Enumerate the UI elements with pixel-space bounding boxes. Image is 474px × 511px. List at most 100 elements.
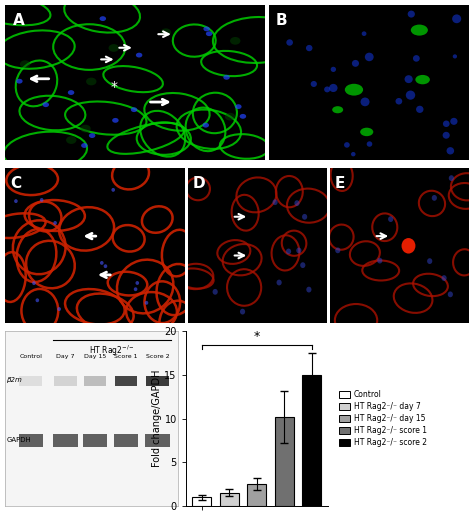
Bar bbox=[247, 484, 266, 506]
Y-axis label: Fold change/GAPDH: Fold change/GAPDH bbox=[152, 370, 162, 468]
Ellipse shape bbox=[286, 248, 291, 254]
Ellipse shape bbox=[300, 262, 305, 268]
Ellipse shape bbox=[416, 106, 423, 113]
Ellipse shape bbox=[100, 261, 104, 265]
Ellipse shape bbox=[100, 16, 106, 21]
Ellipse shape bbox=[352, 60, 359, 67]
Ellipse shape bbox=[161, 29, 171, 36]
Text: HT Rag2$^{-/-}$: HT Rag2$^{-/-}$ bbox=[90, 343, 135, 358]
Bar bbox=[219, 493, 239, 506]
Ellipse shape bbox=[40, 198, 44, 202]
Ellipse shape bbox=[53, 221, 57, 225]
Ellipse shape bbox=[36, 298, 39, 302]
Ellipse shape bbox=[306, 287, 311, 292]
Ellipse shape bbox=[331, 67, 336, 72]
Ellipse shape bbox=[273, 199, 278, 205]
Ellipse shape bbox=[212, 289, 218, 295]
Ellipse shape bbox=[86, 78, 97, 85]
Ellipse shape bbox=[388, 216, 393, 222]
Text: Day 15: Day 15 bbox=[84, 354, 106, 359]
Ellipse shape bbox=[109, 44, 119, 52]
Ellipse shape bbox=[43, 102, 49, 107]
FancyBboxPatch shape bbox=[146, 376, 169, 386]
Ellipse shape bbox=[81, 143, 88, 148]
Text: β2m: β2m bbox=[7, 377, 22, 383]
Ellipse shape bbox=[413, 55, 420, 62]
Text: B: B bbox=[275, 13, 287, 28]
FancyBboxPatch shape bbox=[115, 376, 137, 386]
Ellipse shape bbox=[240, 114, 246, 119]
Ellipse shape bbox=[361, 98, 370, 106]
Ellipse shape bbox=[136, 53, 142, 58]
Ellipse shape bbox=[306, 45, 312, 51]
Ellipse shape bbox=[286, 39, 293, 45]
Ellipse shape bbox=[345, 84, 363, 96]
Ellipse shape bbox=[296, 247, 301, 253]
FancyBboxPatch shape bbox=[18, 434, 43, 447]
Ellipse shape bbox=[443, 132, 450, 138]
Ellipse shape bbox=[344, 142, 350, 148]
Ellipse shape bbox=[20, 60, 30, 68]
Ellipse shape bbox=[365, 53, 374, 61]
Ellipse shape bbox=[395, 98, 402, 105]
Ellipse shape bbox=[351, 152, 356, 156]
Ellipse shape bbox=[447, 147, 454, 154]
Ellipse shape bbox=[206, 31, 212, 36]
Ellipse shape bbox=[225, 113, 235, 121]
Bar bbox=[192, 497, 211, 506]
Ellipse shape bbox=[145, 301, 148, 305]
Ellipse shape bbox=[453, 54, 457, 58]
Text: Day 7: Day 7 bbox=[56, 354, 75, 359]
Text: Control: Control bbox=[19, 354, 42, 359]
Legend: Control, HT Rag2⁻/⁻ day 7, HT Rag2⁻/⁻ day 15, HT Rag2⁻/⁻ score 1, HT Rag2⁻/⁻ sco: Control, HT Rag2⁻/⁻ day 7, HT Rag2⁻/⁻ da… bbox=[339, 390, 427, 447]
Ellipse shape bbox=[310, 81, 317, 87]
Text: C: C bbox=[10, 176, 21, 191]
Text: A: A bbox=[12, 13, 24, 28]
Ellipse shape bbox=[230, 37, 240, 45]
Ellipse shape bbox=[131, 107, 137, 112]
Ellipse shape bbox=[404, 75, 413, 83]
Ellipse shape bbox=[449, 175, 454, 181]
Ellipse shape bbox=[235, 104, 242, 109]
Text: GAPDH: GAPDH bbox=[7, 436, 31, 443]
Ellipse shape bbox=[68, 90, 74, 95]
Ellipse shape bbox=[80, 125, 91, 132]
Ellipse shape bbox=[14, 199, 18, 203]
Ellipse shape bbox=[329, 84, 337, 92]
Ellipse shape bbox=[335, 247, 340, 253]
Text: D: D bbox=[192, 176, 205, 191]
Ellipse shape bbox=[452, 14, 461, 23]
Ellipse shape bbox=[377, 258, 383, 264]
Ellipse shape bbox=[223, 75, 230, 80]
Ellipse shape bbox=[112, 118, 118, 123]
Ellipse shape bbox=[89, 133, 95, 138]
Text: Score 1: Score 1 bbox=[114, 354, 138, 359]
Ellipse shape bbox=[408, 11, 415, 17]
Ellipse shape bbox=[406, 90, 415, 100]
Bar bbox=[302, 375, 321, 506]
Ellipse shape bbox=[202, 123, 209, 128]
Ellipse shape bbox=[411, 25, 428, 36]
Ellipse shape bbox=[240, 309, 245, 315]
FancyBboxPatch shape bbox=[53, 434, 78, 447]
Ellipse shape bbox=[302, 214, 307, 220]
Text: E: E bbox=[335, 176, 345, 191]
Ellipse shape bbox=[324, 86, 330, 92]
Ellipse shape bbox=[66, 136, 76, 144]
Ellipse shape bbox=[362, 31, 366, 36]
Ellipse shape bbox=[276, 280, 282, 286]
FancyBboxPatch shape bbox=[19, 376, 42, 386]
Ellipse shape bbox=[203, 27, 210, 31]
FancyBboxPatch shape bbox=[83, 434, 107, 447]
Ellipse shape bbox=[441, 275, 447, 281]
Ellipse shape bbox=[294, 200, 300, 206]
FancyBboxPatch shape bbox=[84, 376, 106, 386]
Ellipse shape bbox=[134, 287, 137, 291]
Ellipse shape bbox=[427, 258, 432, 264]
FancyBboxPatch shape bbox=[114, 434, 138, 447]
Ellipse shape bbox=[32, 281, 36, 285]
Text: Score 2: Score 2 bbox=[146, 354, 169, 359]
FancyBboxPatch shape bbox=[54, 376, 77, 386]
Ellipse shape bbox=[450, 118, 457, 125]
Ellipse shape bbox=[401, 238, 415, 253]
